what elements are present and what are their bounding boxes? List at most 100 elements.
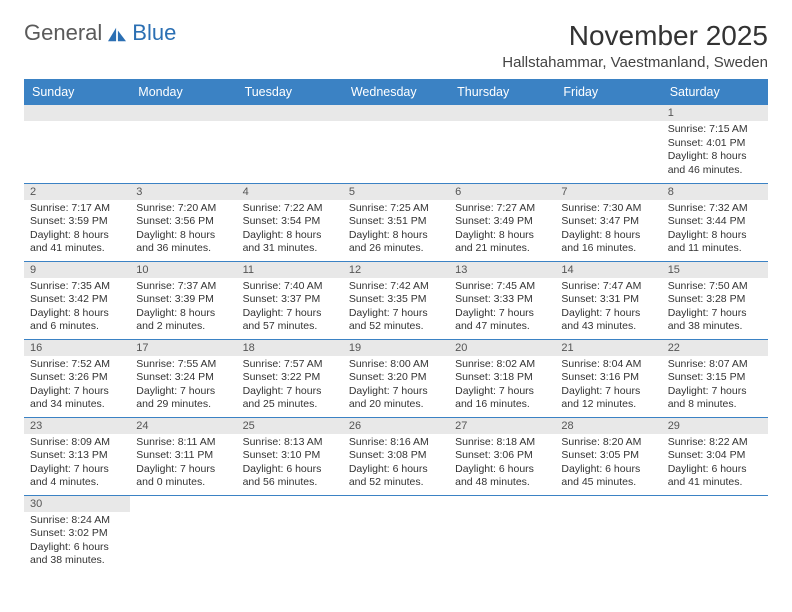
- day-number: 16: [24, 340, 130, 356]
- sunrise-text: Sunrise: 7:55 AM: [136, 358, 230, 372]
- sunset-text: Sunset: 3:15 PM: [668, 371, 762, 385]
- sunrise-text: Sunrise: 8:04 AM: [561, 358, 655, 372]
- day-details: Sunrise: 7:25 AMSunset: 3:51 PMDaylight:…: [343, 200, 449, 261]
- day-details: Sunrise: 7:45 AMSunset: 3:33 PMDaylight:…: [449, 278, 555, 339]
- weekday-header: Tuesday: [237, 79, 343, 105]
- calendar-cell: 24Sunrise: 8:11 AMSunset: 3:11 PMDayligh…: [130, 417, 236, 495]
- calendar-cell: 10Sunrise: 7:37 AMSunset: 3:39 PMDayligh…: [130, 261, 236, 339]
- day-details: Sunrise: 8:16 AMSunset: 3:08 PMDaylight:…: [343, 434, 449, 495]
- daylight-text: Daylight: 7 hours and 52 minutes.: [349, 307, 443, 334]
- weekday-header: Thursday: [449, 79, 555, 105]
- calendar-cell: [555, 495, 661, 573]
- calendar-cell: [237, 495, 343, 573]
- day-details: Sunrise: 8:13 AMSunset: 3:10 PMDaylight:…: [237, 434, 343, 495]
- calendar-cell: [237, 105, 343, 183]
- sunrise-text: Sunrise: 7:47 AM: [561, 280, 655, 294]
- sunrise-text: Sunrise: 7:32 AM: [668, 202, 762, 216]
- day-details: Sunrise: 7:15 AMSunset: 4:01 PMDaylight:…: [662, 121, 768, 182]
- calendar-cell: [555, 105, 661, 183]
- calendar-cell: [449, 495, 555, 573]
- sunset-text: Sunset: 3:56 PM: [136, 215, 230, 229]
- day-details: Sunrise: 7:17 AMSunset: 3:59 PMDaylight:…: [24, 200, 130, 261]
- sunrise-text: Sunrise: 8:00 AM: [349, 358, 443, 372]
- calendar-cell: 15Sunrise: 7:50 AMSunset: 3:28 PMDayligh…: [662, 261, 768, 339]
- calendar-cell: 8Sunrise: 7:32 AMSunset: 3:44 PMDaylight…: [662, 183, 768, 261]
- day-number: 30: [24, 496, 130, 512]
- sunrise-text: Sunrise: 8:22 AM: [668, 436, 762, 450]
- month-title: November 2025: [502, 20, 768, 52]
- day-number: 20: [449, 340, 555, 356]
- day-number: 18: [237, 340, 343, 356]
- calendar-cell: [130, 105, 236, 183]
- day-details: Sunrise: 8:00 AMSunset: 3:20 PMDaylight:…: [343, 356, 449, 417]
- daylight-text: Daylight: 7 hours and 25 minutes.: [243, 385, 337, 412]
- daylight-text: Daylight: 7 hours and 0 minutes.: [136, 463, 230, 490]
- day-number: 27: [449, 418, 555, 434]
- weekday-header: Saturday: [662, 79, 768, 105]
- calendar-cell: 25Sunrise: 8:13 AMSunset: 3:10 PMDayligh…: [237, 417, 343, 495]
- sunrise-text: Sunrise: 8:18 AM: [455, 436, 549, 450]
- daylight-text: Daylight: 8 hours and 26 minutes.: [349, 229, 443, 256]
- sunrise-text: Sunrise: 7:17 AM: [30, 202, 124, 216]
- day-number: 1: [662, 105, 768, 121]
- day-details: Sunrise: 8:24 AMSunset: 3:02 PMDaylight:…: [24, 512, 130, 573]
- sunset-text: Sunset: 3:35 PM: [349, 293, 443, 307]
- day-details: Sunrise: 7:47 AMSunset: 3:31 PMDaylight:…: [555, 278, 661, 339]
- day-number: 26: [343, 418, 449, 434]
- day-details: Sunrise: 7:42 AMSunset: 3:35 PMDaylight:…: [343, 278, 449, 339]
- day-number: 24: [130, 418, 236, 434]
- day-details: Sunrise: 8:22 AMSunset: 3:04 PMDaylight:…: [662, 434, 768, 495]
- calendar-cell: 4Sunrise: 7:22 AMSunset: 3:54 PMDaylight…: [237, 183, 343, 261]
- daylight-text: Daylight: 7 hours and 43 minutes.: [561, 307, 655, 334]
- sunset-text: Sunset: 3:24 PM: [136, 371, 230, 385]
- sunrise-text: Sunrise: 8:20 AM: [561, 436, 655, 450]
- day-number: 2: [24, 184, 130, 200]
- sunset-text: Sunset: 3:47 PM: [561, 215, 655, 229]
- sunrise-text: Sunrise: 7:20 AM: [136, 202, 230, 216]
- day-details: Sunrise: 8:20 AMSunset: 3:05 PMDaylight:…: [555, 434, 661, 495]
- location: Hallstahammar, Vaestmanland, Sweden: [502, 54, 768, 71]
- sunrise-text: Sunrise: 8:24 AM: [30, 514, 124, 528]
- daylight-text: Daylight: 7 hours and 29 minutes.: [136, 385, 230, 412]
- calendar-cell: 23Sunrise: 8:09 AMSunset: 3:13 PMDayligh…: [24, 417, 130, 495]
- day-number: 11: [237, 262, 343, 278]
- weekday-header: Friday: [555, 79, 661, 105]
- sunset-text: Sunset: 3:39 PM: [136, 293, 230, 307]
- calendar-cell: 13Sunrise: 7:45 AMSunset: 3:33 PMDayligh…: [449, 261, 555, 339]
- calendar-cell: 5Sunrise: 7:25 AMSunset: 3:51 PMDaylight…: [343, 183, 449, 261]
- day-number: 3: [130, 184, 236, 200]
- calendar-cell: 11Sunrise: 7:40 AMSunset: 3:37 PMDayligh…: [237, 261, 343, 339]
- sunset-text: Sunset: 3:10 PM: [243, 449, 337, 463]
- daylight-text: Daylight: 7 hours and 57 minutes.: [243, 307, 337, 334]
- day-number: 22: [662, 340, 768, 356]
- sunrise-text: Sunrise: 7:42 AM: [349, 280, 443, 294]
- weekday-header-row: Sunday Monday Tuesday Wednesday Thursday…: [24, 79, 768, 105]
- calendar-cell: 9Sunrise: 7:35 AMSunset: 3:42 PMDaylight…: [24, 261, 130, 339]
- sunset-text: Sunset: 3:13 PM: [30, 449, 124, 463]
- sunset-text: Sunset: 3:59 PM: [30, 215, 124, 229]
- day-number: 29: [662, 418, 768, 434]
- sunrise-text: Sunrise: 7:27 AM: [455, 202, 549, 216]
- daylight-text: Daylight: 8 hours and 21 minutes.: [455, 229, 549, 256]
- daylight-text: Daylight: 7 hours and 20 minutes.: [349, 385, 443, 412]
- sunset-text: Sunset: 3:04 PM: [668, 449, 762, 463]
- sunset-text: Sunset: 3:18 PM: [455, 371, 549, 385]
- sunset-text: Sunset: 3:02 PM: [30, 527, 124, 541]
- calendar-row: 30Sunrise: 8:24 AMSunset: 3:02 PMDayligh…: [24, 495, 768, 573]
- day-details: Sunrise: 7:52 AMSunset: 3:26 PMDaylight:…: [24, 356, 130, 417]
- sunset-text: Sunset: 3:51 PM: [349, 215, 443, 229]
- daylight-text: Daylight: 8 hours and 46 minutes.: [668, 150, 762, 177]
- day-number: 19: [343, 340, 449, 356]
- daylight-text: Daylight: 6 hours and 38 minutes.: [30, 541, 124, 568]
- calendar-cell: 21Sunrise: 8:04 AMSunset: 3:16 PMDayligh…: [555, 339, 661, 417]
- day-details: Sunrise: 7:20 AMSunset: 3:56 PMDaylight:…: [130, 200, 236, 261]
- sunset-text: Sunset: 3:33 PM: [455, 293, 549, 307]
- day-number: 17: [130, 340, 236, 356]
- day-number: 6: [449, 184, 555, 200]
- day-number: 10: [130, 262, 236, 278]
- sunrise-text: Sunrise: 7:35 AM: [30, 280, 124, 294]
- sunset-text: Sunset: 3:08 PM: [349, 449, 443, 463]
- logo-text-2: Blue: [132, 20, 176, 46]
- calendar-cell: 16Sunrise: 7:52 AMSunset: 3:26 PMDayligh…: [24, 339, 130, 417]
- sunset-text: Sunset: 3:28 PM: [668, 293, 762, 307]
